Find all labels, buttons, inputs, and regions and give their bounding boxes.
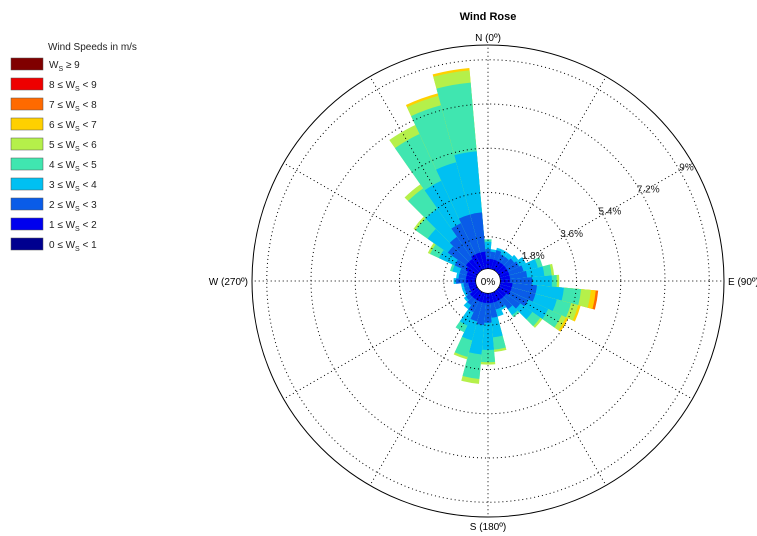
legend-label: 4 ≤ WS < 5 bbox=[49, 160, 97, 173]
legend-swatch bbox=[10, 197, 44, 211]
legend-title: Wind Speeds in m/s bbox=[48, 42, 137, 53]
legend-item: 7 ≤ WS < 8 bbox=[10, 97, 97, 113]
legend-swatch bbox=[10, 77, 44, 91]
wind-speed-legend: Wind Speeds in m/s WS ≥ 9 8 ≤ WS < 9 7 ≤ W… bbox=[10, 42, 137, 253]
center-label: 0% bbox=[481, 277, 496, 288]
legend-swatch bbox=[10, 137, 44, 151]
legend-swatch bbox=[10, 97, 44, 111]
direction-bar bbox=[488, 274, 560, 288]
legend-item: 2 ≤ WS < 3 bbox=[10, 197, 97, 213]
legend-label: 2 ≤ WS < 3 bbox=[49, 200, 97, 213]
direction-bar bbox=[404, 184, 488, 281]
legend-label: 1 ≤ WS < 2 bbox=[49, 220, 97, 233]
legend-swatch bbox=[10, 157, 44, 171]
north-label: N (0º) bbox=[475, 33, 501, 44]
legend-label: 3 ≤ WS < 4 bbox=[49, 180, 97, 193]
direction-bar bbox=[453, 281, 488, 360]
radial-tick-label: 3.6% bbox=[560, 229, 583, 240]
direction-bar bbox=[432, 67, 488, 281]
legend-label: 6 ≤ WS < 7 bbox=[49, 120, 97, 133]
legend-swatch bbox=[10, 177, 44, 191]
legend-item: 3 ≤ WS < 4 bbox=[10, 177, 97, 193]
wind-rose-chart: Wind Rose 1.8% 3.6% 5.4% 7.2% 9% 0% N (0º) S (… bbox=[207, 11, 757, 533]
south-label: S (180º) bbox=[470, 522, 506, 533]
legend-item: 6 ≤ WS < 7 bbox=[10, 117, 97, 133]
legend-item: 0 ≤ WS < 1 bbox=[10, 237, 97, 253]
direction-bar bbox=[389, 125, 488, 281]
direction-bar bbox=[405, 93, 488, 281]
direction-bar bbox=[488, 281, 599, 310]
chart-title: Wind Rose bbox=[460, 11, 517, 23]
direction-bar bbox=[461, 281, 488, 384]
radial-tick-label: 9% bbox=[679, 162, 694, 173]
legend-label: 5 ≤ WS < 6 bbox=[49, 140, 97, 153]
legend-swatch bbox=[10, 117, 44, 131]
direction-bar bbox=[413, 216, 488, 281]
legend-label: 8 ≤ WS < 9 bbox=[49, 80, 97, 93]
legend-swatch bbox=[10, 57, 44, 71]
legend-item: WS ≥ 9 bbox=[10, 57, 80, 73]
radial-tick-label: 1.8% bbox=[522, 251, 545, 262]
east-label: E (90º) bbox=[728, 277, 757, 288]
direction-bar bbox=[488, 281, 581, 322]
legend-label: 7 ≤ WS < 8 bbox=[49, 100, 97, 113]
legend-item: 8 ≤ WS < 9 bbox=[10, 77, 97, 93]
west-label: W (270º) bbox=[209, 277, 248, 288]
legend-item: 4 ≤ WS < 5 bbox=[10, 157, 97, 173]
radial-tick-label: 5.4% bbox=[599, 207, 622, 218]
radial-gridline bbox=[443, 236, 533, 326]
legend-item: 1 ≤ WS < 2 bbox=[10, 217, 97, 233]
legend-label: WS ≥ 9 bbox=[49, 60, 80, 73]
legend-swatch bbox=[10, 217, 44, 231]
radial-tick-label: 7.2% bbox=[637, 185, 660, 196]
legend-swatch bbox=[10, 237, 44, 251]
legend-label: 0 ≤ WS < 1 bbox=[49, 240, 97, 253]
direction-bar bbox=[488, 281, 569, 332]
legend-item: 5 ≤ WS < 6 bbox=[10, 137, 97, 153]
